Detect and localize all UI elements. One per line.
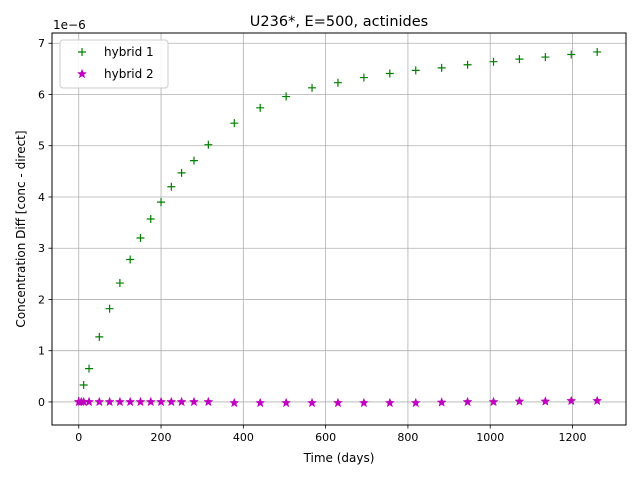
legend-marker-hybrid-1	[78, 48, 86, 56]
y-tick-label: 7	[38, 37, 45, 50]
data-point	[488, 396, 499, 407]
legend-label-hybrid-2: hybrid 2	[104, 67, 154, 81]
y-tick-label: 5	[38, 140, 45, 153]
data-point	[332, 397, 344, 408]
x-tick-label: 800	[397, 431, 418, 444]
data-point	[566, 395, 577, 406]
data-point	[410, 397, 421, 408]
data-point	[85, 364, 94, 373]
y-tick-label: 2	[38, 293, 45, 306]
chart-title: U236*, E=500, actinides	[250, 14, 428, 30]
data-point	[437, 63, 446, 72]
data-point	[593, 47, 602, 56]
x-tick-label: 1000	[476, 431, 504, 444]
y-axis-label: Concentration Diff [conc - direct]	[14, 130, 28, 327]
series-1	[74, 47, 602, 405]
y-tick-label: 0	[38, 396, 45, 409]
data-point	[176, 396, 187, 407]
data-point	[462, 396, 473, 407]
data-point	[105, 304, 114, 313]
data-point	[306, 397, 318, 408]
plot-area-frame	[51, 32, 627, 426]
data-point	[83, 396, 95, 407]
data-point	[514, 396, 525, 406]
data-point	[567, 50, 576, 59]
data-point	[126, 255, 135, 264]
legend-marker-symbol	[78, 48, 86, 56]
data-point	[333, 78, 342, 87]
x-tick-label: 600	[315, 431, 336, 444]
data-point	[489, 57, 498, 66]
data-point	[281, 397, 292, 408]
legend-label-hybrid-1: hybrid 1	[104, 45, 154, 59]
data-point	[229, 397, 240, 408]
data-point	[189, 156, 198, 165]
data-point	[146, 215, 155, 224]
data-point	[515, 55, 524, 64]
data-point	[136, 233, 145, 242]
legend-marker-symbol	[76, 68, 88, 79]
data-point	[592, 395, 603, 406]
data-point	[540, 396, 551, 406]
x-tick-label: 200	[151, 431, 172, 444]
data-point	[203, 396, 214, 407]
data-point	[255, 397, 266, 408]
x-tick-label: 1200	[559, 431, 587, 444]
x-tick-label: 400	[233, 431, 254, 444]
y-tick-label: 1	[38, 345, 45, 358]
data-point	[125, 396, 136, 407]
data-point	[155, 396, 167, 407]
data-point	[358, 397, 369, 408]
data-point	[385, 69, 394, 78]
y-tick-label: 3	[38, 242, 45, 255]
data-point	[384, 397, 395, 408]
series-2	[73, 395, 603, 408]
legend-box	[59, 39, 169, 89]
data-point	[115, 279, 124, 288]
data-point	[157, 198, 166, 207]
data-point	[411, 66, 420, 75]
data-series	[73, 47, 603, 408]
legend: hybrid 1 hybrid 2	[59, 39, 169, 89]
data-point	[463, 60, 472, 69]
data-point	[145, 396, 156, 407]
data-point	[94, 396, 105, 407]
data-point	[436, 397, 447, 407]
data-point	[308, 83, 317, 92]
data-point	[282, 92, 291, 101]
data-point	[230, 119, 239, 128]
data-point	[79, 381, 88, 390]
data-point	[166, 396, 177, 407]
data-point	[359, 73, 368, 82]
data-point	[167, 182, 176, 191]
data-point	[188, 396, 200, 407]
x-tick-label: 0	[75, 431, 82, 444]
data-point	[135, 396, 146, 407]
data-point	[204, 140, 213, 149]
x-axis-label: Time (days)	[303, 451, 375, 465]
data-point	[114, 396, 125, 407]
y-tick-label: 6	[38, 88, 45, 101]
data-point	[177, 168, 186, 177]
data-point	[95, 332, 104, 341]
data-point	[256, 103, 265, 112]
axis-ticks: 0 200 400 600 800 1000 1200 0 1 2 3 4 5 6 7	[38, 37, 587, 444]
legend-marker-hybrid-2	[76, 68, 88, 79]
y-tick-label: 4	[38, 191, 45, 204]
data-point	[541, 53, 550, 62]
grid-lines	[52, 33, 626, 425]
y-axis-scale-offset: 1e−6	[53, 18, 86, 32]
data-point	[104, 396, 115, 407]
